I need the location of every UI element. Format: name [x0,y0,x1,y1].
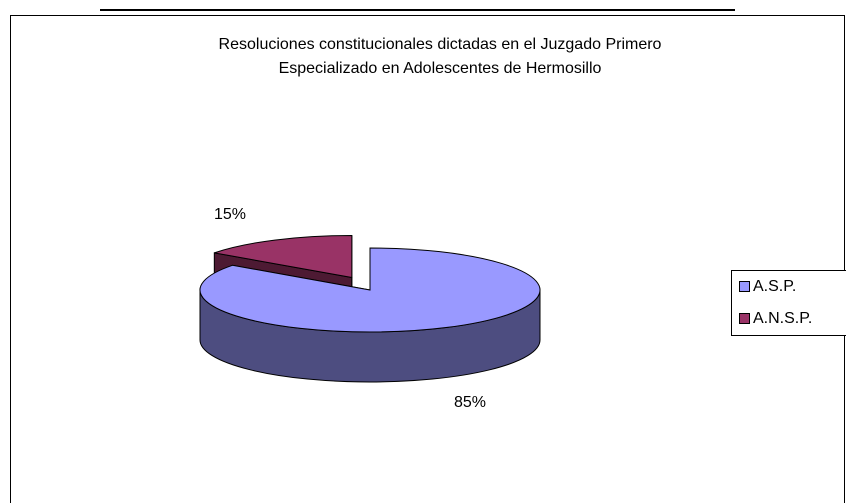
data-label: 85% [454,394,486,411]
slice [214,235,353,279]
chart-title: Resoluciones constitucionales dictadas e… [218,36,662,77]
legend-box [731,270,846,336]
legend-label: A.N.S.P. [753,310,812,327]
data-label: 15% [214,206,246,223]
legend-swatch [739,281,750,292]
legend-label: A.S.P. [753,278,796,295]
slice [199,247,541,333]
legend-swatch [739,313,750,324]
